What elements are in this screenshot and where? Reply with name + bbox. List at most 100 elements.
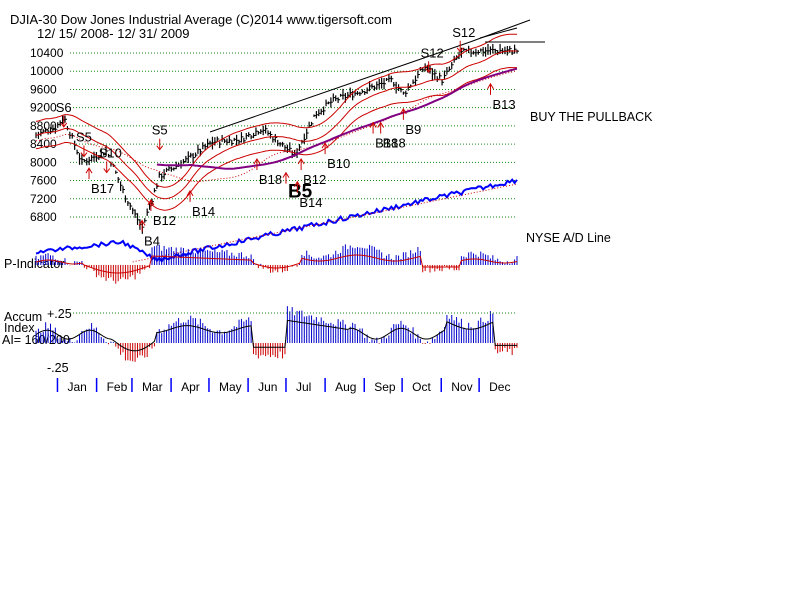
upper-trendline-ext: [469, 19, 531, 43]
buy-arrow-head: [138, 219, 146, 226]
signal-label: B17: [91, 181, 114, 196]
month-label: Aug: [335, 380, 356, 394]
month-label: Sep: [374, 380, 396, 394]
signal-label: S5: [152, 123, 168, 138]
signal-label: B12: [153, 213, 176, 228]
accum-label: Accum: [4, 310, 42, 324]
month-label: Apr: [181, 380, 200, 394]
buy-arrow-head: [282, 171, 290, 178]
y-tick-label: 8400: [30, 137, 57, 151]
buy-arrow-head: [377, 121, 385, 128]
signal-b12: B12: [297, 158, 326, 187]
sell-arrow-head: [103, 168, 111, 174]
p-indicator-panel: [35, 244, 518, 284]
buy-arrow-head: [369, 121, 377, 128]
signal-label: S6: [56, 100, 72, 115]
signal-label: B18: [259, 172, 282, 187]
signal-label: S5: [76, 130, 92, 145]
buy-arrow-head: [297, 158, 305, 165]
upper-band: [35, 33, 517, 188]
month-label: Nov: [451, 380, 472, 394]
signal-b17: B17: [85, 167, 114, 196]
signal-label: B4: [144, 234, 160, 249]
ad-line: [35, 178, 518, 263]
buy-arrow-head: [321, 142, 329, 149]
buy-arrow-head: [186, 189, 194, 197]
signal-s10: S10: [99, 146, 122, 174]
month-label: Jun: [258, 380, 277, 394]
signal-label: B14: [192, 204, 215, 219]
signal-label: B18: [383, 136, 406, 151]
chart-overlays: [35, 19, 545, 263]
month-label: Jul: [296, 380, 311, 394]
y-tick-label: 10400: [30, 46, 64, 60]
signal-label: B18: [375, 136, 398, 151]
signal-label: B14: [299, 195, 322, 210]
signal-s12: S12: [421, 45, 444, 74]
signal-label: S12: [452, 25, 475, 40]
month-label: Feb: [107, 380, 128, 394]
short-moving-average: [35, 50, 517, 200]
sell-arrow-head: [60, 122, 68, 128]
signal-b14: B14: [186, 189, 215, 219]
long-moving-average: [156, 67, 518, 170]
y-tick-label: 9600: [30, 82, 57, 96]
buy-arrow-head: [147, 199, 155, 206]
month-label: Oct: [412, 380, 431, 394]
index-label: Index: [4, 321, 35, 335]
y-tick-label: 10000: [30, 64, 64, 78]
sell-arrow-head: [456, 47, 464, 53]
signal-markers: S6S5S10S5B17B4B12B14B18B5B14B12B10B18B18…: [56, 25, 516, 249]
signal-b4: B4: [138, 219, 160, 249]
chart-title: DJIA-30 Dow Jones Industrial Average (C)…: [10, 12, 392, 27]
price-axis-labels: 6800720076008000840088009200960010000104…: [30, 46, 64, 224]
signal-s12: S12: [452, 25, 475, 53]
price-grid: [70, 52, 517, 218]
signal-label: B10: [327, 156, 350, 171]
signal-b12: B12: [147, 199, 176, 228]
upper-trendline: [209, 41, 471, 133]
sell-arrow-head: [156, 145, 164, 151]
buy-arrow-head: [85, 167, 93, 174]
buy-arrow-head: [253, 158, 261, 165]
y-tick-label: 6800: [30, 210, 57, 224]
y-tick-label: 9200: [30, 101, 57, 115]
month-label: Dec: [489, 380, 510, 394]
month-label: Mar: [142, 380, 163, 394]
signal-label: B12: [303, 172, 326, 187]
month-axis: Jan Feb Mar Apr May Jun Jul Aug Sep Oct Nov Dec: [56, 378, 510, 394]
signal-label: B5: [288, 182, 313, 203]
buy-arrow-head: [399, 107, 407, 115]
signal-b10: B10: [321, 142, 350, 171]
accum-bottom-label: -.25: [47, 361, 69, 375]
signal-label: S12: [421, 45, 444, 60]
signal-label: B13: [492, 97, 515, 112]
y-tick-label: 7600: [30, 174, 57, 188]
signal-b9: B9: [399, 107, 421, 137]
price-bars: [35, 43, 519, 234]
signal-s5: S5: [152, 123, 168, 151]
dotted-average: [35, 70, 518, 183]
accum-index-panel: [35, 306, 518, 362]
sell-arrow-head: [80, 152, 88, 158]
signal-b13: B13: [487, 82, 516, 112]
y-tick-label: 8000: [30, 155, 57, 169]
signal-s5: S5: [76, 130, 92, 158]
y-tick-label: 7200: [30, 192, 57, 206]
accum-top-label: +.25: [47, 307, 72, 321]
p-indicator-average: [35, 254, 518, 274]
signal-b18: B18: [377, 121, 406, 151]
date-range: 12/ 15/ 2008- 12/ 31/ 2009: [37, 26, 190, 41]
buy-note: BUY THE PULLBACK: [530, 110, 653, 124]
signal-b18: B18: [369, 121, 398, 151]
signal-s6: S6: [56, 100, 72, 128]
sell-arrow-head: [425, 67, 433, 74]
month-label: Jan: [67, 380, 86, 394]
buy-arrow-head: [293, 180, 301, 188]
signal-b5: B5: [282, 171, 313, 203]
signal-label: S10: [99, 146, 122, 161]
ad-line-label: NYSE A/D Line: [526, 231, 611, 245]
signal-label: B9: [405, 122, 421, 137]
accum-index-average: [35, 319, 517, 352]
